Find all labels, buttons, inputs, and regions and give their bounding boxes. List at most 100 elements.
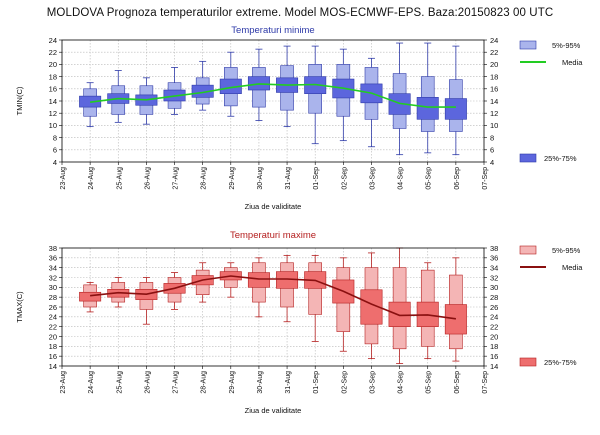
box-27-Aug — [163, 272, 186, 310]
box-06-Sep — [444, 257, 467, 362]
y-tick-label-left: 16 — [49, 352, 57, 361]
legend-label-outer: 5%-95% — [552, 41, 581, 50]
legend-label-median: Media — [562, 263, 583, 272]
y-tick-label-left: 28 — [49, 293, 57, 302]
x-tick-label: 25-Aug — [116, 167, 123, 190]
x-tick-label: 05-Sep — [426, 371, 433, 394]
chart-title: Temperaturi maxime — [230, 230, 316, 241]
box-03-Sep — [360, 252, 383, 360]
y-tick-label-left: 22 — [49, 48, 57, 57]
y-axis-label: TMAX(C) — [15, 291, 24, 323]
box-02-Sep — [332, 257, 355, 352]
y-tick-label-left: 4 — [53, 158, 57, 167]
x-tick-label: 02-Sep — [341, 371, 348, 394]
y-tick-label-left: 30 — [49, 283, 57, 292]
box-05-Sep — [416, 42, 439, 154]
y-tick-label-left: 38 — [49, 244, 57, 253]
x-tick-label: 07-Sep — [482, 167, 489, 190]
y-tick-label-right: 22 — [490, 322, 498, 331]
y-tick-label-right: 24 — [490, 36, 498, 45]
legend-label-inner: 25%-75% — [544, 358, 577, 367]
y-tick-label-right: 36 — [490, 254, 498, 263]
x-tick-label: 01-Sep — [313, 371, 320, 394]
y-tick-label-left: 10 — [49, 121, 57, 130]
x-tick-label: 06-Sep — [454, 167, 461, 190]
box-25-75 — [444, 304, 467, 335]
mean-line — [90, 275, 457, 320]
x-tick-label: 04-Sep — [398, 371, 405, 394]
legend-swatch-outer — [519, 40, 537, 50]
legend-swatch-inner — [519, 357, 537, 367]
chart-title: Temperaturi minime — [231, 25, 314, 36]
box-25-75 — [416, 97, 439, 120]
y-tick-label-right: 18 — [490, 342, 498, 351]
y-tick-label-right: 16 — [490, 85, 498, 94]
x-tick-label: 03-Sep — [369, 371, 376, 394]
y-tick-label-right: 12 — [490, 109, 498, 118]
x-tick-label: 31-Aug — [285, 167, 292, 190]
y-tick-label-right: 16 — [490, 352, 498, 361]
main-title: MOLDOVA Prognoza temperaturilor extreme.… — [46, 7, 554, 19]
y-tick-label-right: 14 — [490, 97, 498, 106]
box-25-75 — [444, 98, 467, 120]
legend-label-inner: 25%-75% — [544, 154, 577, 163]
y-tick-label-right: 26 — [490, 303, 498, 312]
y-tick-label-left: 12 — [49, 109, 57, 118]
y-tick-label-left: 20 — [49, 332, 57, 341]
y-tick-label-left: 14 — [49, 362, 57, 371]
y-tick-label-left: 26 — [49, 303, 57, 312]
box-25-75 — [247, 272, 270, 288]
x-tick-label: 27-Aug — [173, 167, 180, 190]
box-30-Aug — [247, 48, 270, 121]
box-29-Aug — [219, 262, 242, 298]
x-tick-label: 27-Aug — [173, 371, 180, 394]
box-01-Sep — [304, 254, 327, 342]
y-tick-label-right: 28 — [490, 293, 498, 302]
x-tick-label: 06-Sep — [454, 371, 461, 394]
y-tick-label-right: 6 — [490, 146, 494, 155]
x-tick-label: 05-Sep — [426, 167, 433, 190]
y-tick-label-right: 38 — [490, 244, 498, 253]
x-axis-label: Ziua de validitate — [245, 202, 302, 211]
x-tick-label: 02-Sep — [341, 167, 348, 190]
box-30-Aug — [247, 257, 270, 318]
box-31-Aug — [276, 254, 299, 323]
y-tick-label-left: 18 — [49, 342, 57, 351]
y-tick-label-left: 6 — [53, 146, 57, 155]
x-tick-label: 29-Aug — [229, 371, 236, 394]
y-tick-label-left: 16 — [49, 85, 57, 94]
box-05-Sep — [416, 262, 439, 360]
x-tick-label: 04-Sep — [398, 167, 405, 190]
y-tick-label-right: 22 — [490, 48, 498, 57]
x-tick-label: 31-Aug — [285, 371, 292, 394]
x-tick-label: 30-Aug — [257, 167, 264, 190]
box-06-Sep — [444, 45, 467, 156]
x-axis-label: Ziua de validitate — [245, 406, 302, 415]
box-28-Aug — [191, 60, 214, 111]
box-26-Aug — [135, 277, 158, 325]
y-tick-label-left: 36 — [49, 254, 57, 263]
y-tick-label-left: 32 — [49, 273, 57, 282]
y-tick-label-left: 24 — [49, 313, 57, 322]
x-tick-label: 01-Sep — [313, 167, 320, 190]
y-tick-label-right: 14 — [490, 362, 498, 371]
x-tick-label: 24-Aug — [88, 167, 95, 190]
y-tick-label-right: 10 — [490, 121, 498, 130]
box-25-75 — [360, 289, 383, 325]
box-29-Aug — [219, 51, 242, 117]
x-tick-label: 23-Aug — [60, 371, 67, 394]
y-tick-label-left: 24 — [49, 36, 57, 45]
x-tick-label: 29-Aug — [229, 167, 236, 190]
x-tick-label: 26-Aug — [144, 167, 151, 190]
box-25-75 — [79, 291, 102, 302]
chart-1-group: Temperaturi minime 4 4 6 6 8 8 10 10 12 12 14 14 16 16… — [15, 25, 583, 211]
y-tick-label-left: 8 — [53, 133, 57, 142]
x-tick-label: 23-Aug — [60, 167, 67, 190]
y-tick-label-left: 22 — [49, 322, 57, 331]
legend-label-median: Media — [562, 58, 583, 67]
x-tick-label: 24-Aug — [88, 371, 95, 394]
y-tick-label-left: 34 — [49, 263, 57, 272]
